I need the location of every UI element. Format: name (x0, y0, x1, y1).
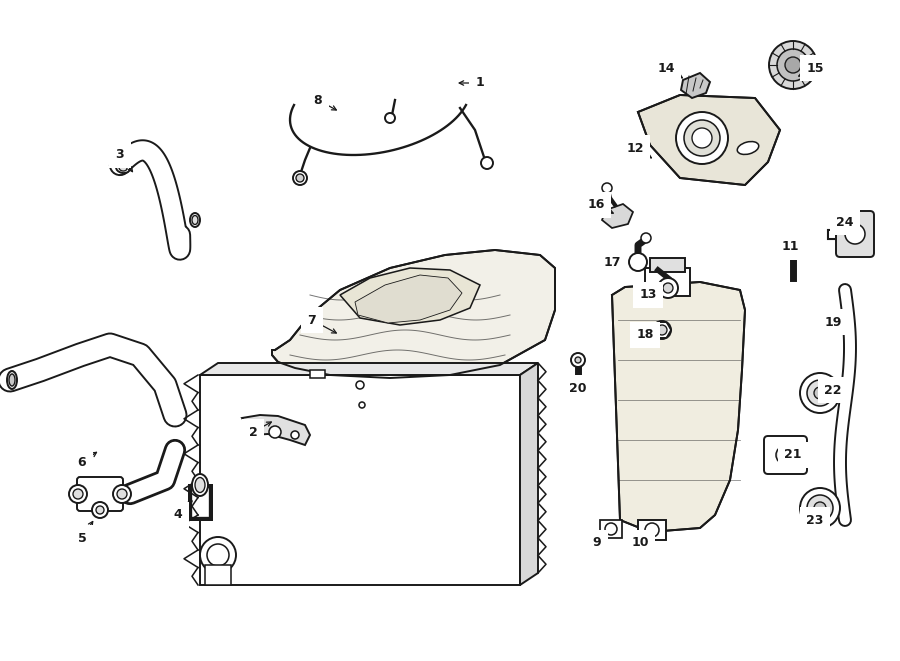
Circle shape (785, 57, 801, 73)
Text: 3: 3 (116, 149, 124, 161)
Circle shape (684, 120, 720, 156)
Circle shape (807, 495, 833, 521)
Circle shape (359, 402, 365, 408)
Text: 14: 14 (657, 61, 675, 75)
Circle shape (575, 357, 581, 363)
Polygon shape (200, 375, 520, 585)
Circle shape (385, 113, 395, 123)
Polygon shape (340, 268, 480, 325)
Text: 24: 24 (836, 215, 854, 229)
Polygon shape (200, 363, 538, 375)
Circle shape (605, 523, 617, 535)
Text: 23: 23 (806, 514, 824, 527)
Text: 9: 9 (593, 537, 601, 549)
Circle shape (814, 502, 826, 514)
Circle shape (481, 157, 493, 169)
Text: 1: 1 (475, 77, 484, 89)
Circle shape (786, 243, 800, 257)
Circle shape (769, 41, 817, 89)
Polygon shape (520, 363, 538, 585)
Circle shape (676, 112, 728, 164)
Ellipse shape (192, 474, 208, 496)
Circle shape (807, 380, 833, 406)
FancyBboxPatch shape (836, 211, 874, 257)
Circle shape (602, 183, 612, 193)
Text: 21: 21 (784, 449, 802, 461)
Circle shape (113, 485, 131, 503)
Bar (310, 370, 325, 378)
Circle shape (845, 224, 865, 244)
Circle shape (658, 278, 678, 298)
Ellipse shape (116, 163, 130, 173)
Circle shape (777, 49, 809, 81)
Ellipse shape (190, 213, 200, 227)
Text: 4: 4 (174, 508, 183, 522)
Circle shape (629, 253, 647, 271)
Text: 2: 2 (248, 426, 257, 438)
Text: 13: 13 (639, 288, 657, 301)
Circle shape (657, 325, 667, 335)
Text: 11: 11 (781, 241, 799, 254)
FancyBboxPatch shape (764, 436, 807, 474)
Text: 5: 5 (77, 531, 86, 545)
Ellipse shape (192, 215, 198, 225)
Circle shape (117, 489, 127, 499)
Ellipse shape (9, 374, 15, 386)
Text: 12: 12 (626, 141, 644, 155)
FancyBboxPatch shape (77, 477, 123, 511)
Bar (645, 268, 690, 296)
Polygon shape (602, 204, 633, 228)
Circle shape (776, 446, 794, 464)
Circle shape (800, 373, 840, 413)
Circle shape (200, 537, 236, 573)
Bar (205, 565, 231, 585)
Circle shape (207, 544, 229, 566)
Circle shape (291, 431, 299, 439)
Circle shape (571, 353, 585, 367)
Text: 15: 15 (806, 61, 824, 75)
Circle shape (69, 485, 87, 503)
Text: 22: 22 (824, 383, 842, 397)
Bar (638, 520, 666, 540)
Text: 10: 10 (631, 537, 649, 549)
Text: 8: 8 (314, 93, 322, 106)
Text: 17: 17 (603, 256, 621, 268)
Circle shape (641, 233, 651, 243)
Circle shape (800, 488, 840, 528)
Ellipse shape (195, 477, 205, 492)
Polygon shape (638, 95, 780, 185)
Polygon shape (272, 250, 555, 378)
Circle shape (645, 523, 659, 537)
Polygon shape (242, 415, 310, 445)
Circle shape (269, 426, 281, 438)
Circle shape (293, 171, 307, 185)
Ellipse shape (7, 371, 17, 389)
Ellipse shape (737, 141, 759, 155)
Polygon shape (355, 275, 462, 323)
Text: 6: 6 (77, 455, 86, 469)
Text: 19: 19 (824, 315, 842, 329)
Circle shape (92, 502, 108, 518)
Bar (600, 520, 622, 538)
Circle shape (296, 174, 304, 182)
Text: 16: 16 (588, 198, 605, 212)
Circle shape (692, 128, 712, 148)
Text: 20: 20 (569, 381, 587, 395)
Circle shape (814, 387, 826, 399)
Circle shape (663, 283, 673, 293)
Text: 18: 18 (636, 329, 653, 342)
Circle shape (96, 506, 104, 514)
Circle shape (73, 489, 83, 499)
Polygon shape (612, 282, 745, 532)
Circle shape (653, 321, 671, 339)
Circle shape (356, 381, 364, 389)
Bar (650, 258, 685, 272)
Polygon shape (681, 73, 710, 98)
Text: 7: 7 (308, 313, 317, 327)
Ellipse shape (119, 165, 127, 171)
